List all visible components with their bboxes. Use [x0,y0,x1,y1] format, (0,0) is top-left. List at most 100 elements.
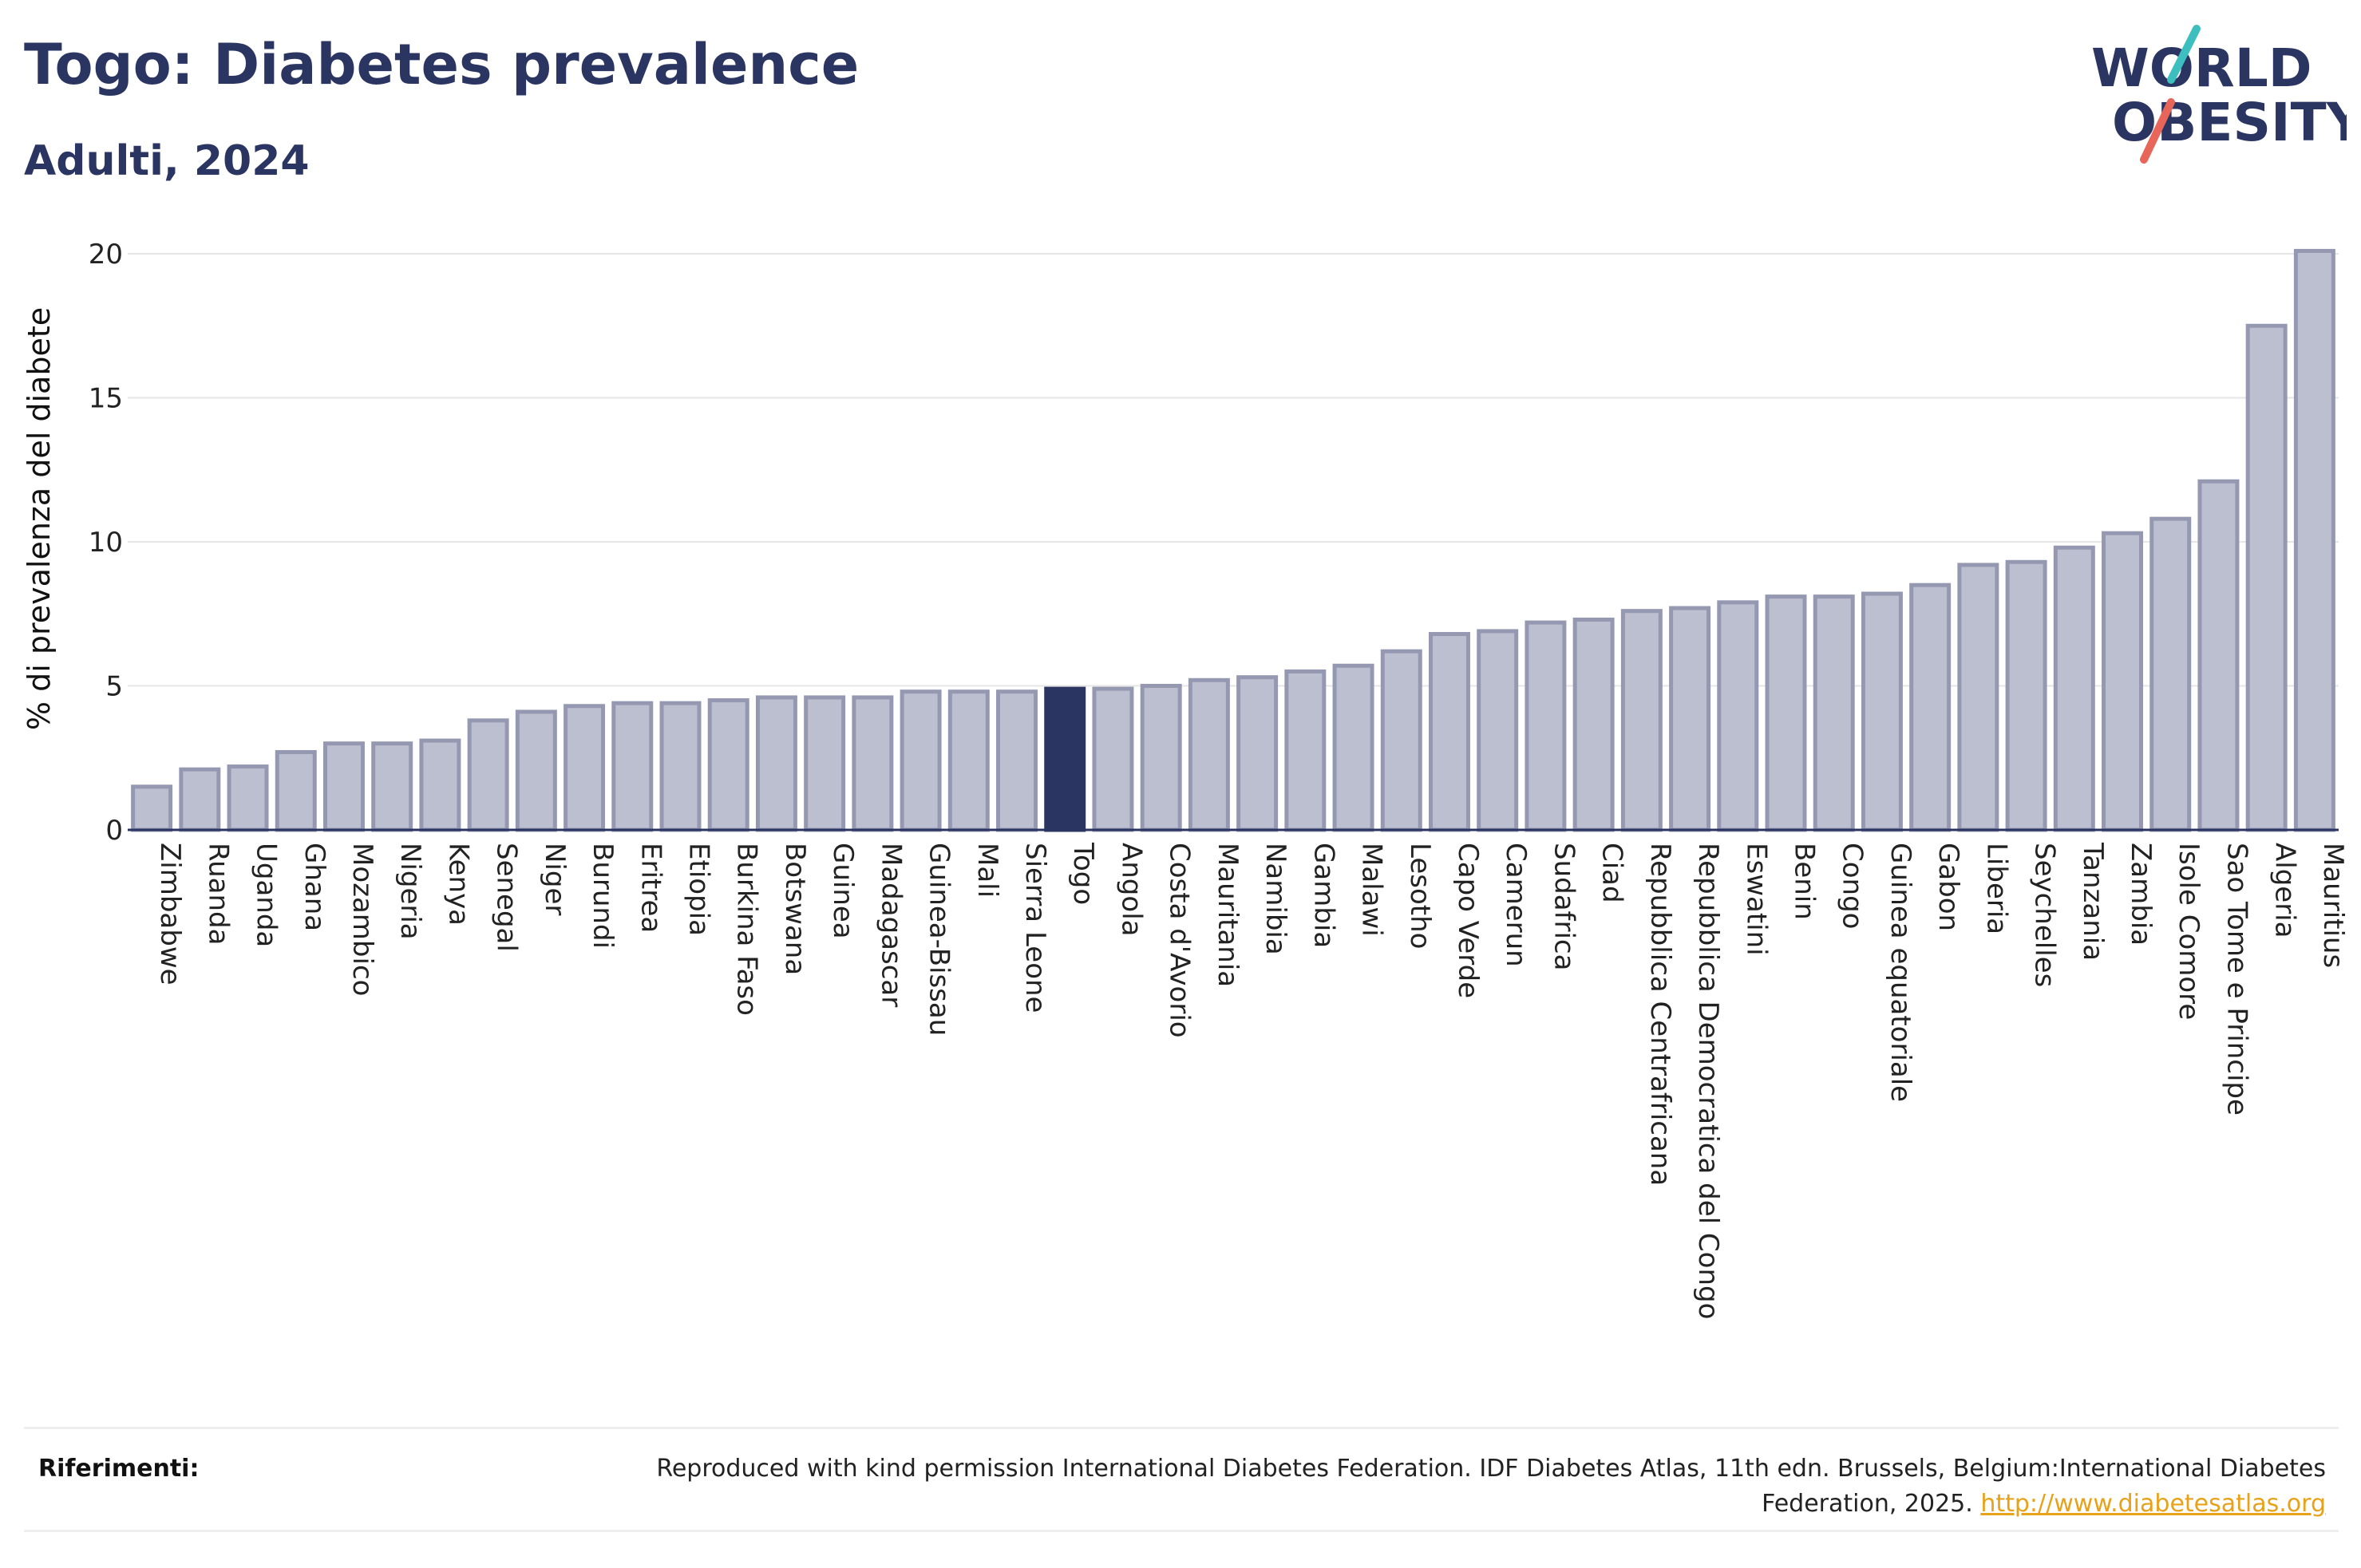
bar [1428,632,1470,832]
bar [371,741,413,832]
bar [1477,629,1519,832]
x-tick-label: Lesotho [1404,843,1436,949]
bar [1572,617,1615,832]
bar [1717,600,1759,832]
bar [515,709,557,832]
x-tick-label: Namibia [1260,843,1291,955]
x-tick-label: Seychelles [2029,843,2061,987]
bar [1909,583,1952,832]
bar [2102,531,2144,832]
x-tick-label: Malawi [1356,843,1388,937]
y-tick-label: 20 [89,239,123,271]
x-tick-label: Guinea [827,843,859,939]
bar [2149,516,2192,832]
bar [1092,686,1134,832]
x-tick-label: Nigeria [394,843,426,940]
references-text: Reproduced with kind permission Internat… [650,1451,2326,1522]
x-tick-label: Isole Comore [2173,843,2205,1020]
bar [2197,479,2240,832]
x-tick-label: Sudafrica [1548,843,1580,970]
x-tick-label: Mali [971,843,1003,898]
x-axis-labels: Zimbabwe Ruanda Uganda Ghana Mozambico Nigeri… [154,842,2349,1319]
logo-slash-teal [2167,25,2201,84]
bar [1332,663,1374,832]
x-tick-label: Burundi [587,843,619,949]
chart-title: Togo: Diabetes prevalence [24,32,860,97]
bar [1525,620,1567,832]
x-tick-label: Niger [539,843,571,915]
references-citation: Reproduced with kind permission Internat… [656,1455,2326,1518]
y-tick-label: 10 [89,527,123,559]
bar [1861,591,1903,832]
x-tick-label: Costa d'Avorio [1164,843,1196,1038]
bar [131,784,173,832]
references-footer: Riferimenti: Reproduced with kind permis… [24,1427,2339,1532]
x-tick-label: Liberia [1980,843,2012,934]
bar [1957,563,1999,832]
x-tick-label: Zimbabwe [154,843,186,985]
bar [755,695,797,832]
bar [707,698,749,832]
bar [1669,606,1711,832]
bar [275,750,317,832]
x-tick-label: Repubblica Democratica del Congo [1692,843,1724,1319]
bar [1140,684,1182,832]
chart-subtitle: Adulti, 2024 [24,137,310,185]
bar [1813,594,1855,832]
x-tick-label: Senegal [491,843,523,952]
x-tick-label: Congo [1837,843,1869,929]
y-tick-label: 0 [105,815,123,847]
y-tick-label: 5 [105,671,123,703]
x-tick-label: Togo [1067,842,1099,905]
x-tick-label: Angola [1115,843,1147,936]
x-tick-label: Eswatini [1740,843,1772,956]
bar [1765,594,1807,832]
x-tick-label: Guinea-Bissau [923,843,955,1036]
bar [659,701,702,832]
x-tick-label: Mauritius [2317,843,2349,968]
bar [1620,609,1663,832]
bar [611,701,654,832]
bar [1284,669,1327,832]
x-tick-label: Gambia [1307,843,1339,948]
logo-text-world: WORLD [2091,38,2312,99]
references-link[interactable]: http://www.diabetesatlas.org [1980,1490,2326,1518]
x-tick-label: Benin [1789,843,1821,920]
bar [467,718,509,832]
x-tick-label: Guinea equatoriale [1884,843,1916,1102]
bar [804,695,846,832]
logo-slash-coral [2140,98,2175,164]
x-tick-label: Ciad [1596,843,1628,903]
bar [1236,675,1279,832]
x-tick-label: Zambia [2125,843,2157,946]
y-axis-ticks: 0 5 10 15 20 [89,239,123,847]
x-tick-label: Sierra Leone [1019,843,1051,1013]
x-tick-label: Etiopia [683,843,715,936]
y-tick-label: 15 [89,383,123,415]
x-tick-label: Camerun [1500,843,1532,967]
x-tick-label: Capo Verde [1452,843,1484,998]
x-tick-label: Repubblica Centrafricana [1644,843,1676,1186]
bar [2245,323,2288,832]
references-label: Riferimenti: [38,1455,200,1483]
y-axis-label: % di prevalenza del diabete [22,307,57,730]
bar [179,767,221,832]
bar [996,689,1038,832]
x-tick-label: Kenya [442,843,474,926]
x-tick-label: Algeria [2269,843,2301,938]
x-tick-label: Burkina Faso [731,843,763,1016]
logo-graphic: WORLD OBESITY [2091,25,2361,164]
x-tick-label: Ruanda [202,843,234,945]
bar [1188,677,1230,832]
x-tick-label: Mozambico [346,843,378,996]
x-tick-label: Uganda [251,843,283,947]
x-tick-label: Mauritania [1212,843,1244,987]
bar [2005,559,2047,832]
bar [227,764,269,832]
x-tick-label: Eritrea [635,843,666,933]
bar-highlight [1044,686,1086,832]
world-obesity-logo: WORLD OBESITY [2075,22,2361,166]
bar [419,738,461,832]
bar [852,695,894,832]
bars [131,248,2335,832]
